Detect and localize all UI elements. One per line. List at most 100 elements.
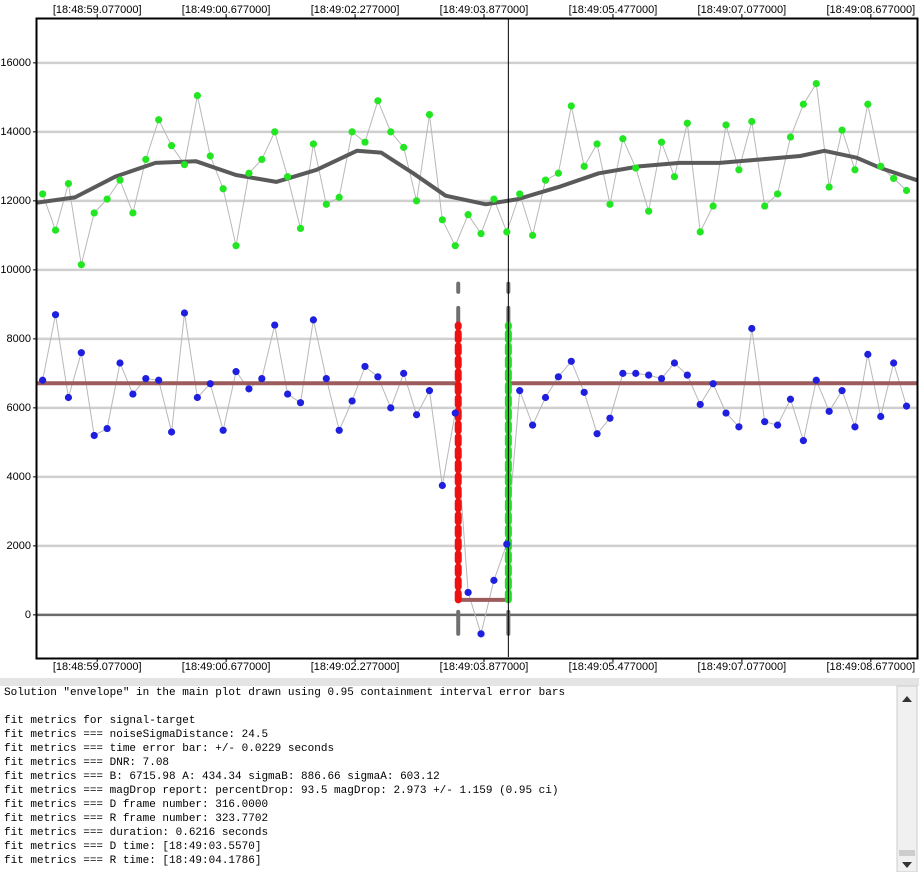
axes: 0 2000 4000 6000 8000 10000 12000 14000 16000 [18… [0, 4, 915, 673]
data-point [554, 373, 562, 381]
data-point [374, 373, 382, 381]
log-line: fit metrics === time error bar: +/- 0.02… [4, 743, 334, 755]
data-point [812, 79, 820, 88]
x-tick-label-bottom: [18:49:03.877000] [440, 661, 529, 673]
data-point [219, 185, 227, 193]
data-point [877, 412, 885, 421]
data-point [786, 395, 795, 403]
fit-curve [37, 381, 917, 602]
data-point [129, 209, 137, 217]
data-point [799, 437, 807, 445]
data-point [39, 190, 47, 198]
data-point [722, 409, 730, 417]
data-point [670, 173, 679, 181]
data-point [387, 404, 395, 412]
data-point [477, 230, 485, 238]
data-point [890, 359, 898, 367]
scroll-thumb[interactable] [899, 850, 915, 856]
data-point [709, 380, 717, 388]
scroll-down[interactable] [902, 862, 912, 868]
data-point [683, 119, 691, 127]
data-point [103, 195, 111, 203]
scrollbar[interactable] [896, 685, 918, 873]
splitter[interactable] [0, 678, 919, 686]
data-point [309, 140, 318, 148]
data-point [709, 202, 717, 210]
data-point [374, 97, 382, 105]
data-point [554, 169, 562, 177]
data-point [902, 402, 911, 410]
data-point [425, 387, 434, 395]
x-tick-label-top: [18:48:59.077000] [53, 4, 142, 16]
log-line: fit metrics === magDrop report: percentD… [4, 785, 559, 797]
data-line [42, 312, 907, 635]
x-tick-label-top: [18:49:00.677000] [182, 4, 271, 16]
data-point [51, 311, 60, 319]
data-point [271, 128, 279, 136]
data-point [748, 324, 756, 333]
data-point [258, 374, 266, 383]
x-tick-label-bottom: [18:49:07.077000] [698, 661, 787, 673]
data-point [271, 321, 279, 329]
y-tick-label: 8000 [7, 333, 31, 345]
data-point [799, 100, 807, 108]
data-point [464, 211, 472, 219]
data-point [142, 155, 150, 164]
data-point [51, 226, 60, 234]
x-tick-label-bottom: [18:49:05.477000] [569, 661, 658, 673]
data-point [838, 126, 846, 134]
data-point [567, 357, 575, 365]
log-line: fit metrics === R frame number: 323.7702 [4, 813, 268, 825]
data-point [632, 369, 640, 377]
data-point [516, 190, 524, 198]
x-tick-label-bottom: [18:49:02.277000] [311, 661, 400, 673]
data-point [593, 140, 601, 148]
data-line [42, 83, 907, 266]
data-point [580, 388, 588, 396]
log-line: fit metrics === duration: 0.6216 seconds [4, 827, 268, 839]
data-point [773, 190, 782, 198]
data-point [245, 385, 253, 393]
data-point [167, 428, 176, 436]
x-tick-label-bottom: [18:48:59.077000] [53, 661, 142, 673]
y-tick-label: 12000 [0, 195, 31, 207]
data-point [864, 100, 872, 108]
data-point [464, 588, 472, 597]
x-tick-label-bottom: [18:49:00.677000] [182, 661, 271, 673]
data-point [412, 411, 421, 419]
data-point [477, 630, 485, 638]
data-point [155, 376, 163, 384]
data-point [670, 359, 679, 367]
data-point [206, 380, 214, 388]
data-point [77, 261, 85, 269]
data-point [232, 242, 240, 250]
data-point [296, 399, 305, 407]
data-point [335, 193, 343, 202]
data-point [206, 152, 214, 160]
data-point [902, 186, 911, 195]
data-point [387, 128, 395, 136]
data-point [877, 162, 885, 170]
y-tick-label: 10000 [0, 264, 31, 276]
data-point [838, 387, 846, 395]
log-text: Solution "envelope" in the main plot dra… [4, 687, 565, 867]
log-header: Solution "envelope" in the main plot dra… [4, 687, 565, 699]
scroll-up[interactable] [902, 696, 912, 702]
data-point [296, 224, 305, 233]
data-point [348, 397, 356, 405]
data-point [425, 111, 434, 119]
data-point [851, 166, 859, 174]
data-point [39, 376, 47, 384]
plot-area [37, 19, 917, 657]
data-point [632, 164, 640, 172]
log-pane [0, 686, 897, 872]
data-point [529, 421, 537, 429]
data-point [619, 369, 627, 377]
data-point [64, 393, 73, 402]
data-point [103, 424, 111, 433]
data-point [284, 390, 292, 398]
data-point [606, 414, 614, 422]
data-point [851, 423, 859, 431]
y-tick-label: 4000 [7, 471, 31, 483]
